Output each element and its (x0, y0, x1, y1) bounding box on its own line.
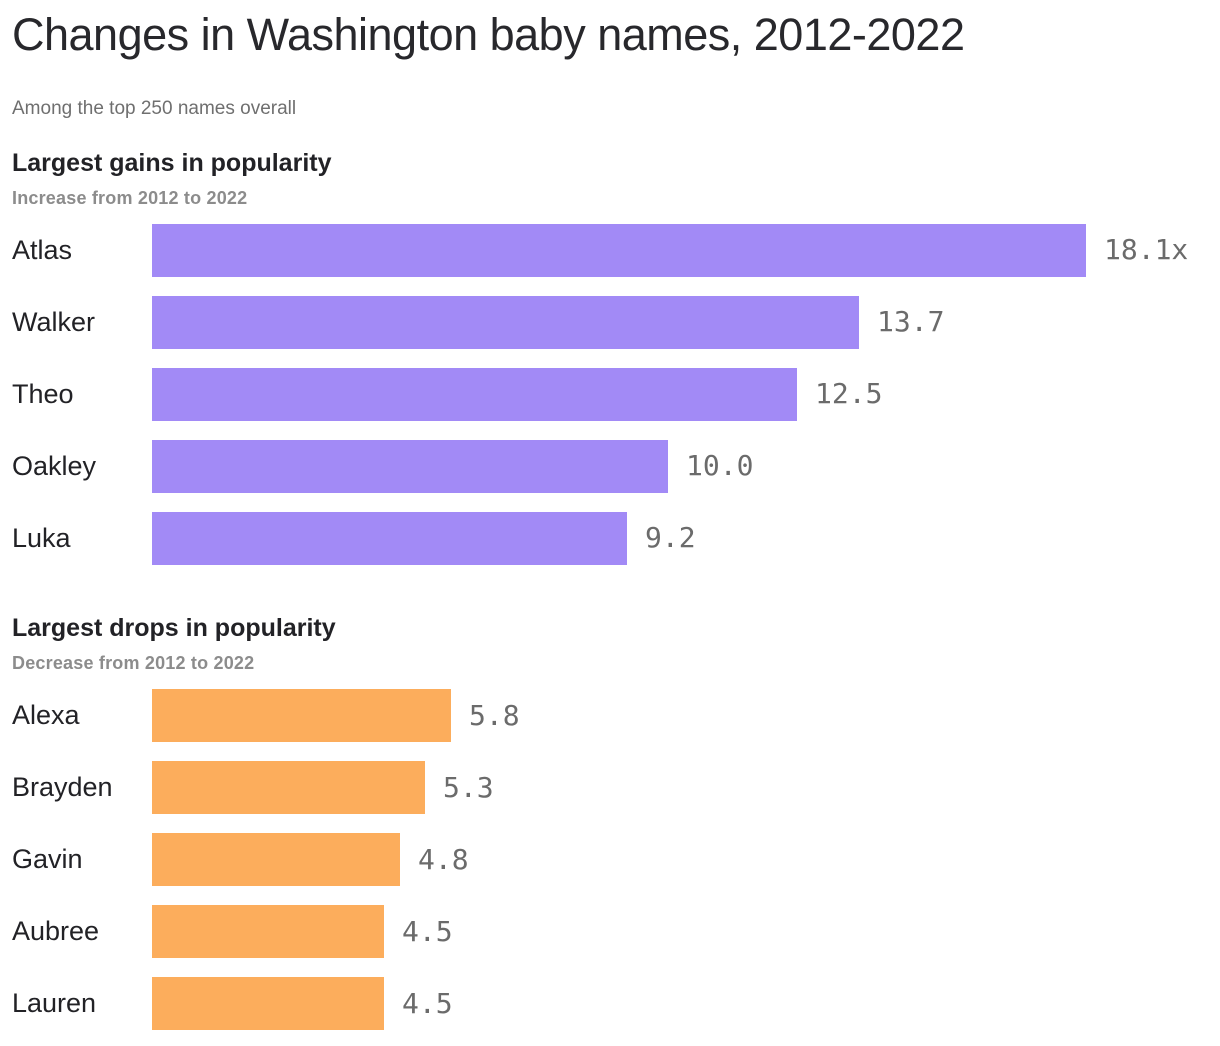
bar-row: Aubree 4.5 (12, 905, 1208, 959)
bar (152, 761, 425, 815)
drops-section-subtitle: Decrease from 2012 to 2022 (12, 653, 255, 674)
gains-section: Largest gains in popularity Increase fro… (12, 148, 1208, 565)
drops-bar-chart: Alexa 5.8 Brayden 5.3 Gavin 4.8 Aubree 4.5 Laure… (12, 689, 1208, 1031)
value-label: 5.8 (469, 698, 520, 732)
gains-section-title: Largest gains in popularity (12, 148, 332, 177)
gains-section-subtitle: Increase from 2012 to 2022 (12, 187, 248, 208)
bar-row: Alexa 5.8 (12, 689, 1208, 743)
drops-section: Largest drops in popularity Decrease fro… (12, 613, 1208, 1031)
category-label: Lauren (12, 988, 97, 1019)
bar-row: Walker 13.7 (12, 295, 1208, 349)
bar-row: Brayden 5.3 (12, 761, 1208, 815)
page-subtitle: Among the top 250 names overall (12, 97, 297, 119)
bar (152, 689, 451, 743)
category-label: Theo (12, 378, 74, 409)
category-label: Brayden (12, 772, 113, 803)
value-label: 9.2 (645, 521, 696, 555)
value-label: 18.1x (1104, 233, 1189, 267)
bar-row: Theo 12.5 (12, 367, 1208, 421)
bar (152, 905, 384, 959)
value-label: 4.5 (402, 986, 453, 1020)
drops-section-title: Largest drops in popularity (12, 613, 336, 642)
bar-row: Luka 9.2 (12, 511, 1208, 565)
category-label: Aubree (12, 916, 100, 947)
category-label: Alexa (12, 700, 80, 731)
bar (152, 439, 668, 493)
category-label: Atlas (12, 234, 73, 265)
bar (152, 833, 400, 887)
value-label: 13.7 (877, 305, 945, 339)
bar (152, 295, 859, 349)
bar (152, 367, 797, 421)
bar-row: Gavin 4.8 (12, 833, 1208, 887)
value-label: 10.0 (686, 449, 754, 483)
bar-row: Lauren 4.5 (12, 977, 1208, 1031)
bar-row: Atlas 18.1x (12, 223, 1208, 277)
bar (152, 511, 627, 565)
value-label: 4.8 (418, 842, 469, 876)
page-title: Changes in Washington baby names, 2012-2… (12, 9, 965, 60)
bar (152, 223, 1086, 277)
value-label: 12.5 (815, 377, 883, 411)
gains-bar-chart: Atlas 18.1x Walker 13.7 Theo 12.5 Oakley 10.0 Lu… (12, 223, 1208, 565)
category-label: Gavin (12, 844, 83, 875)
bar (152, 977, 384, 1031)
chart-page: Changes in Washington baby names, 2012-2… (12, 8, 1208, 1031)
value-label: 5.3 (443, 770, 494, 804)
category-label: Walker (12, 306, 96, 337)
category-label: Luka (12, 522, 71, 553)
bar-row: Oakley 10.0 (12, 439, 1208, 493)
category-label: Oakley (12, 450, 97, 481)
value-label: 4.5 (402, 914, 453, 948)
